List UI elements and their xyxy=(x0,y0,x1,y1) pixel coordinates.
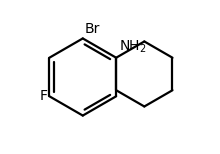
Text: F: F xyxy=(40,89,48,103)
Text: NH$_2$: NH$_2$ xyxy=(119,38,147,55)
Text: Br: Br xyxy=(84,22,100,36)
